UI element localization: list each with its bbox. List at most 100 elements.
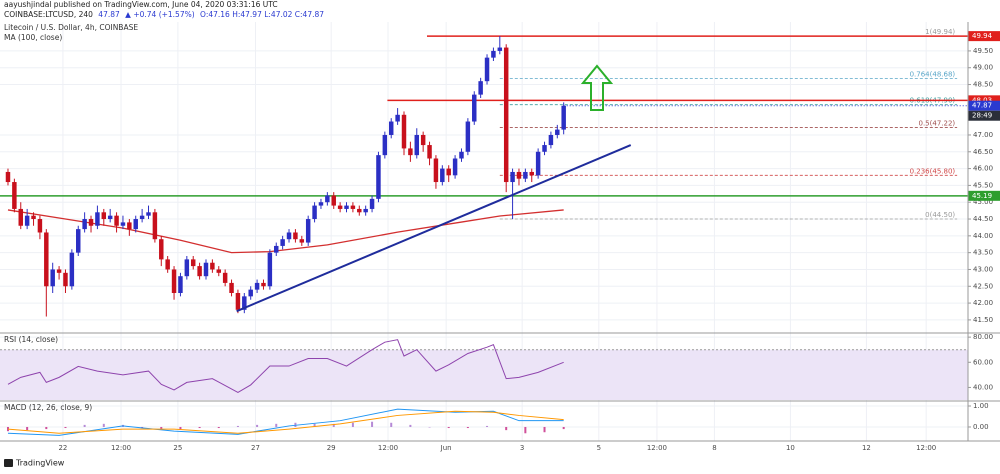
candle-body [184,259,190,277]
candle-body [107,215,113,220]
fib-label: 0.5(47.22) [919,120,956,128]
price-tag-bg [968,95,1000,106]
candle-body [503,47,509,183]
x-tick-label: 29 [327,444,336,452]
y-tick-label: 80.00 [973,333,993,341]
x-tick-label: 5 [597,444,601,452]
price-tag: 45.19 [972,192,992,200]
candle-body [427,145,432,159]
candle-body [44,232,49,287]
candle-body [414,134,420,156]
histogram-bar [26,426,29,431]
fib-label: 0(44.50) [925,211,955,219]
candle-body [76,229,81,253]
candle-body [229,282,234,293]
candle-body [555,129,560,135]
candle-body [235,292,241,310]
histogram-bar [256,424,259,427]
candle-body [190,259,196,267]
x-tick-label: 12 [862,444,871,452]
candle-body [127,222,132,230]
candle-body [344,205,349,209]
histogram-bar [45,426,48,430]
candle-body [459,151,464,159]
candle-body [446,168,451,176]
candle-body [433,158,439,183]
candle-body [101,212,107,220]
x-tick-label: 3 [520,444,524,452]
histogram-bar [466,426,469,429]
histogram-bar [64,426,67,429]
histogram-bar [447,426,450,429]
candle-body [280,239,285,246]
y-tick-label: 42.00 [973,299,993,307]
candle-body [516,171,522,179]
histogram-bar [332,423,335,427]
publish-info: aayushjindal published on TradingView.co… [4,0,278,9]
histogram-bar [236,425,239,427]
candle-body [63,272,68,287]
last-price-tag: 47.87 [972,102,992,110]
candle-body [299,239,305,243]
candle-body [350,205,356,209]
up-arrow [580,64,614,111]
candle-body [286,232,292,240]
candle-body [312,205,317,220]
candle-body [497,47,503,51]
candle-body [318,202,324,206]
histogram-bar [543,426,546,433]
candle-body [542,145,547,152]
histogram-bar [409,424,412,427]
candle-body [50,269,55,287]
candle-body [440,168,445,183]
symbol-info: COINBASE:LTCUSD, 240 47.87 ▲ +0.74 (+1.5… [4,10,324,19]
x-tick-label: 12:00 [111,444,131,452]
candle-body [523,171,528,179]
y-tick-label: 45.50 [973,181,993,189]
pane-title: RSI (14, close) [4,335,58,344]
histogram-bar [102,423,105,427]
y-tick-label: 46.50 [973,148,993,156]
candle-body [420,134,426,146]
x-tick-label: 12:00 [916,444,936,452]
histogram-bar [371,421,374,427]
candle-body [133,219,138,230]
x-tick-label: Jun [440,444,452,452]
ohlc-info: O:47.16 H:47.97 L:47.02 C:47.87 [200,10,324,19]
histogram-bar [562,426,565,430]
y-tick-label: 40.00 [973,383,993,391]
candle-body [88,219,94,226]
x-tick-label: 8 [712,444,716,452]
footer-brand: TradingView [15,459,65,468]
histogram-bar [6,426,9,432]
fib-label: 0.764(48.68) [910,70,956,78]
y-tick-label: 43.50 [973,249,993,257]
last-price-tag-bg [968,100,1000,111]
candle-body [267,252,273,287]
candle-body [12,182,17,209]
histogram-bar [486,425,489,427]
candle-body [120,222,126,226]
candle-body [325,195,330,203]
y-tick-label: 60.00 [973,358,993,366]
candle-body [210,262,215,270]
candle-body [18,208,23,226]
fib-label: 1(49.94) [925,28,955,36]
candle-body [510,171,515,183]
histogram-bar [275,423,278,427]
candle-body [274,245,279,253]
candle-body [369,198,375,209]
candle-body [478,81,483,95]
candle-body [337,205,343,209]
y-tick-label: 47.00 [973,131,993,139]
candle-body [56,269,62,273]
price-tag: 49.94 [972,32,993,40]
candle-body [37,219,43,233]
candle-body [561,105,566,130]
candle-body [465,121,471,152]
histogram-bar [217,426,220,429]
candle-body [357,208,362,213]
candle-body [197,266,202,277]
candle-body [82,219,87,230]
